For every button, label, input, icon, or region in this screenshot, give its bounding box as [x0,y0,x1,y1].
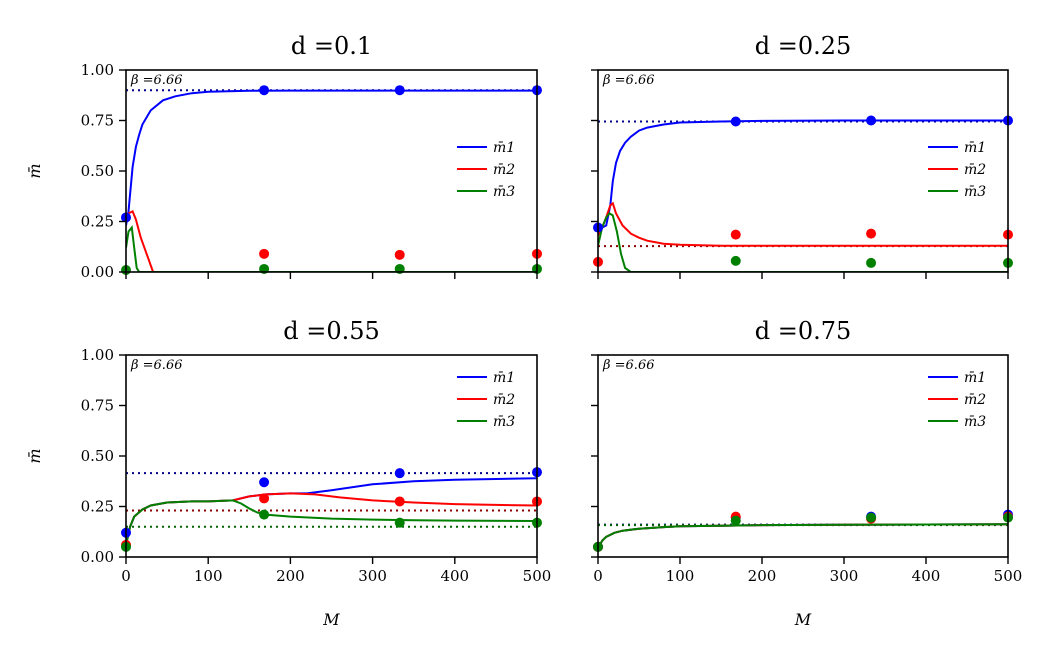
legend-label: m̄3 [493,184,515,200]
data-point [394,517,405,528]
legend-label: m̄2 [493,162,515,178]
y-tick-label: 0.75 [81,112,114,130]
data-point [259,477,270,488]
data-point [394,249,405,260]
beta-annotation: β =6.66 [130,358,183,373]
series-line-1 [126,477,537,546]
axes-frame [125,69,538,273]
y-tick-label: 0.50 [81,162,114,180]
y-axis-label: m̄ [25,448,44,463]
y-tick-label: 1.00 [81,346,114,364]
legend-label: m̄2 [493,392,515,408]
x-tick-label: 500 [523,567,552,585]
x-tick-label: 500 [994,567,1023,585]
series-line-1 [126,89,537,226]
axes-frame [597,69,1009,273]
series-line-3 [126,225,537,272]
y-tick-label: 0.25 [81,213,114,231]
legend-label: m̄3 [964,184,986,200]
x-tick-label: 300 [358,567,387,585]
y-tick-label: 0.25 [81,498,114,516]
x-tick-label: 100 [194,567,223,585]
data-point [259,85,270,96]
x-axis-label: M [322,610,340,629]
series-line-1 [598,119,1008,229]
y-tick-label: 0.00 [81,548,114,566]
x-axis-label: M [794,610,812,629]
beta-annotation: β =6.66 [602,73,655,88]
data-point [866,512,877,523]
x-tick-label: 200 [276,567,305,585]
legend-label: m̄3 [964,414,986,430]
subplot-3: d =0.55 0 100 200 300 400 500 0.00 0.25 0.50 0.75 1… [25,317,551,629]
subplot-1: d =0.1 0.00 0.25 0.50 0.75 1.00 m̄ β =6.66 m̄1 m̄… [25,32,542,281]
legend-label: m̄1 [964,140,986,156]
data-point [866,115,877,126]
data-point [730,116,741,127]
data-point [866,257,877,268]
subplot-title: d =0.1 [291,32,372,60]
data-point [730,255,741,266]
data-point [259,509,270,520]
data-point [730,229,741,240]
y-tick-label: 0.75 [81,397,114,415]
series-line-2 [598,201,1008,247]
legend-label: m̄1 [964,370,986,386]
series-line-2 [126,210,537,272]
y-axis-label: m̄ [25,163,44,178]
legend-label: m̄1 [493,140,515,156]
data-point [259,493,270,504]
subplot-title: d =0.55 [283,317,380,345]
beta-annotation: β =6.66 [602,358,655,373]
y-tick-label: 0.50 [81,447,114,465]
x-tick-label: 200 [748,567,777,585]
data-point [730,515,741,526]
data-point [866,228,877,239]
subplot-4: d =0.75 0 100 200 300 400 500 Mβ =6.66 m̄1 m̄2 m̄3 [591,317,1022,629]
data-point [394,85,405,96]
x-tick-label: 300 [830,567,859,585]
beta-annotation: β =6.66 [130,73,183,88]
legend-label: m̄2 [964,392,986,408]
x-tick-label: 100 [666,567,695,585]
subplot-title: d =0.25 [755,32,852,60]
x-tick-label: 0 [593,567,603,585]
data-point [394,468,405,479]
series-line-3 [598,212,1008,272]
series-line-3 [598,523,1008,550]
y-tick-label: 0.00 [81,263,114,281]
legend-label: m̄1 [493,370,515,386]
x-tick-label: 400 [440,567,469,585]
data-point [394,496,405,507]
x-tick-label: 400 [912,567,941,585]
x-tick-label: 0 [121,567,131,585]
data-point [259,248,270,259]
legend-label: m̄3 [493,414,515,430]
y-tick-label: 1.00 [81,61,114,79]
legend-label: m̄2 [964,162,986,178]
subplot-title: d =0.75 [755,317,852,345]
subplot-2: d =0.25 β =6.66 m̄1 m̄2 m̄3 [591,32,1013,279]
series-line-3 [126,499,537,546]
